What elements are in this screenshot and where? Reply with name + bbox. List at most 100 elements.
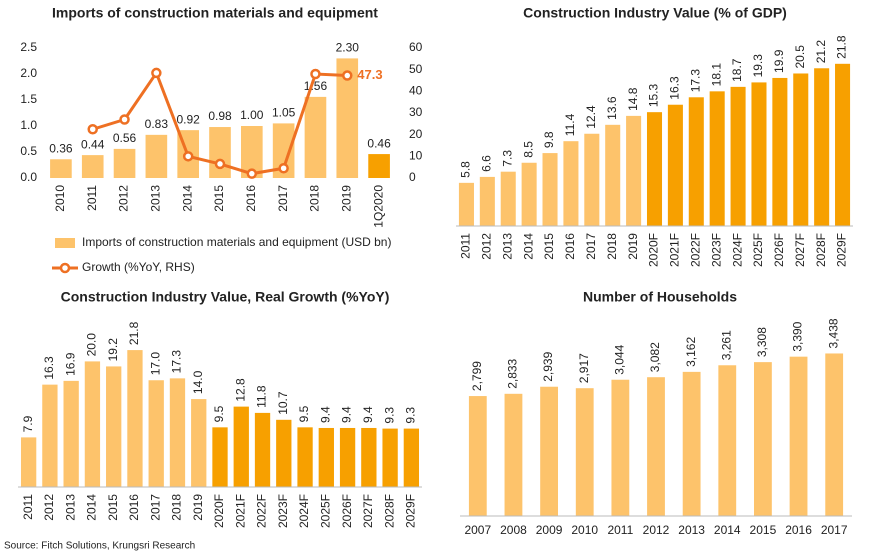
x-tick-label: 2013 [678, 523, 705, 537]
bar [605, 124, 621, 226]
x-tick-label: 2023F [709, 233, 723, 267]
value-label: 3,308 [755, 327, 769, 357]
growth-point [246, 168, 258, 179]
bar [825, 353, 844, 516]
bar [468, 396, 487, 516]
x-tick-label: 2007 [464, 523, 491, 537]
y2-tick-label: 60 [409, 40, 423, 54]
growth-point [214, 158, 226, 170]
legend-label: Growth (%YoY, RHS) [82, 260, 195, 274]
value-label: 9.4 [340, 406, 354, 423]
value-label: 2,799 [470, 361, 484, 391]
x-tick-label: 2018 [170, 494, 184, 521]
x-tick-label: 2027F [361, 494, 375, 528]
bar [718, 365, 737, 516]
value-label: 3,438 [826, 318, 840, 348]
y2-tick-label: 30 [409, 105, 423, 119]
bar [106, 366, 122, 487]
y2-tick-label: 50 [409, 62, 423, 76]
x-tick-label: 2016 [244, 185, 258, 212]
value-label: 18.7 [730, 58, 744, 82]
bar [276, 419, 292, 487]
x-tick-label: 2018 [308, 185, 322, 212]
value-label: 11.8 [255, 385, 269, 408]
x-tick-label: 2016 [563, 233, 577, 260]
x-tick-label: 2014 [521, 233, 535, 260]
x-tick-label: 2010 [571, 523, 598, 537]
bar [772, 77, 788, 226]
y2-tick-label: 40 [409, 84, 423, 98]
legend-swatch [55, 238, 75, 248]
chart-title: Imports of construction materials and eq… [52, 5, 378, 21]
value-label: 19.2 [106, 338, 120, 362]
value-label: 9.3 [404, 407, 418, 424]
x-tick-label: 2029F [835, 233, 849, 267]
bar [368, 154, 390, 178]
chart-title: Construction Industry Value, Real Growth… [61, 289, 390, 305]
value-label: 3,082 [648, 342, 662, 372]
x-tick-label: 2025F [318, 494, 332, 528]
x-tick-label: 2016 [127, 494, 141, 521]
value-label: 3,390 [791, 321, 805, 351]
growth-point [278, 163, 289, 174]
value-label: 9.3 [382, 407, 396, 424]
value-label: 1.00 [240, 108, 264, 122]
value-label: 11.4 [563, 113, 577, 136]
bar [479, 176, 495, 226]
bar [339, 427, 356, 487]
growth-point [151, 67, 162, 79]
value-label: 17.3 [688, 69, 702, 93]
value-label: 21.2 [814, 40, 828, 64]
x-tick-label: 2021F [668, 233, 682, 267]
value-label: 16.3 [42, 356, 56, 380]
bar [611, 379, 630, 516]
x-tick-label: 2012 [480, 233, 494, 260]
x-tick-label: 2019 [191, 494, 205, 521]
x-tick-label: 2019 [339, 185, 353, 212]
bar [209, 127, 231, 178]
bar [751, 82, 767, 227]
x-tick-label: 2027F [793, 233, 807, 267]
bar [127, 350, 143, 487]
x-tick-label: 2023F [276, 494, 290, 528]
value-label: 17.0 [148, 352, 162, 376]
value-label: 20.5 [793, 45, 807, 69]
growth-point [119, 114, 130, 125]
bar [169, 378, 186, 487]
bar [148, 380, 164, 487]
x-tick-label: 2011 [459, 233, 473, 259]
value-label: 19.9 [772, 49, 786, 73]
y-tick-label: 0.0 [20, 170, 37, 184]
chart-title: Construction Industry Value (% of GDP) [523, 5, 787, 21]
x-tick-label: 2017 [821, 523, 848, 537]
bar [835, 63, 851, 226]
value-label: 21.8 [835, 35, 849, 59]
bar [688, 97, 704, 227]
y-tick-label: 2.5 [20, 40, 37, 54]
bar [682, 371, 701, 516]
value-label: 2.30 [336, 41, 360, 55]
bar [403, 428, 420, 487]
x-tick-label: 2015 [106, 494, 120, 521]
bar [241, 126, 263, 178]
growth-point [182, 151, 194, 162]
y-tick-label: 2.0 [20, 66, 37, 80]
value-label: 0.44 [81, 137, 105, 151]
bar [500, 171, 516, 226]
x-tick-label: 2022F [688, 233, 702, 267]
x-tick-label: 2009 [536, 523, 563, 537]
bar [793, 73, 809, 226]
value-label: 2,833 [506, 358, 520, 388]
x-tick-label: 2016 [785, 523, 812, 537]
bar [563, 141, 579, 226]
bar [540, 386, 558, 516]
bar [754, 362, 772, 516]
x-tick-label: 2017 [148, 494, 162, 521]
growth-point [342, 70, 353, 81]
value-label: 3,261 [719, 330, 733, 360]
bar [458, 182, 474, 226]
value-label: 16.3 [668, 76, 682, 100]
value-label: 47.3 [357, 67, 382, 82]
bar [145, 134, 168, 178]
x-tick-label: 2013 [149, 185, 163, 212]
